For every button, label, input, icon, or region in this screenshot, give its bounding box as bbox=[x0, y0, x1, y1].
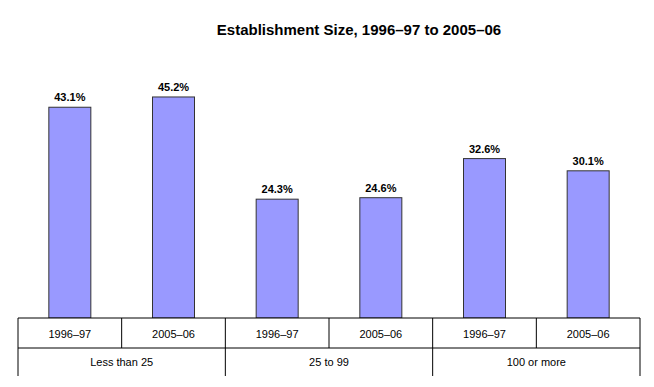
data-label: 45.2% bbox=[158, 81, 189, 93]
bar bbox=[464, 159, 506, 318]
x-axis: 1996–97 2005–06 Less than 25 1996–97 2005–06… bbox=[18, 318, 640, 376]
bar bbox=[49, 107, 91, 318]
data-label: 32.6% bbox=[469, 143, 500, 155]
data-labels: 43.1% 45.2% 24.3% 24.6% 32.6% 30.1% bbox=[54, 81, 604, 195]
bar bbox=[360, 198, 402, 318]
row-divider bbox=[18, 348, 640, 349]
bar bbox=[153, 97, 195, 318]
data-label: 24.3% bbox=[262, 183, 293, 195]
data-label: 24.6% bbox=[365, 182, 396, 194]
category-label: 25 to 99 bbox=[309, 356, 349, 368]
series-tick-label: 2005–06 bbox=[359, 328, 402, 340]
series-tick-label: 1996–97 bbox=[48, 328, 91, 340]
title: Establishment Size, 1996–97 to 2005–06 bbox=[217, 21, 501, 38]
x-axis-line bbox=[18, 318, 640, 319]
bar bbox=[256, 199, 298, 318]
cell-divider bbox=[329, 318, 330, 348]
series-tick-label: 1996–97 bbox=[256, 328, 299, 340]
series-tick-label: 2005–06 bbox=[567, 328, 610, 340]
bars bbox=[49, 97, 609, 318]
cell-divider bbox=[536, 318, 537, 348]
group-divider bbox=[432, 318, 433, 376]
bar bbox=[567, 171, 609, 318]
data-label: 43.1% bbox=[54, 91, 85, 103]
category-label: 100 or more bbox=[507, 356, 566, 368]
group-divider bbox=[225, 318, 226, 376]
data-label: 30.1% bbox=[573, 155, 604, 167]
cell-divider bbox=[121, 318, 122, 348]
group-divider bbox=[640, 318, 641, 376]
group-divider bbox=[18, 318, 19, 376]
series-tick-label: 2005–06 bbox=[152, 328, 195, 340]
category-label: Less than 25 bbox=[90, 356, 153, 368]
series-tick-label: 1996–97 bbox=[463, 328, 506, 340]
chart: Establishment Size, 1996–97 to 2005–06 43… bbox=[0, 0, 654, 387]
